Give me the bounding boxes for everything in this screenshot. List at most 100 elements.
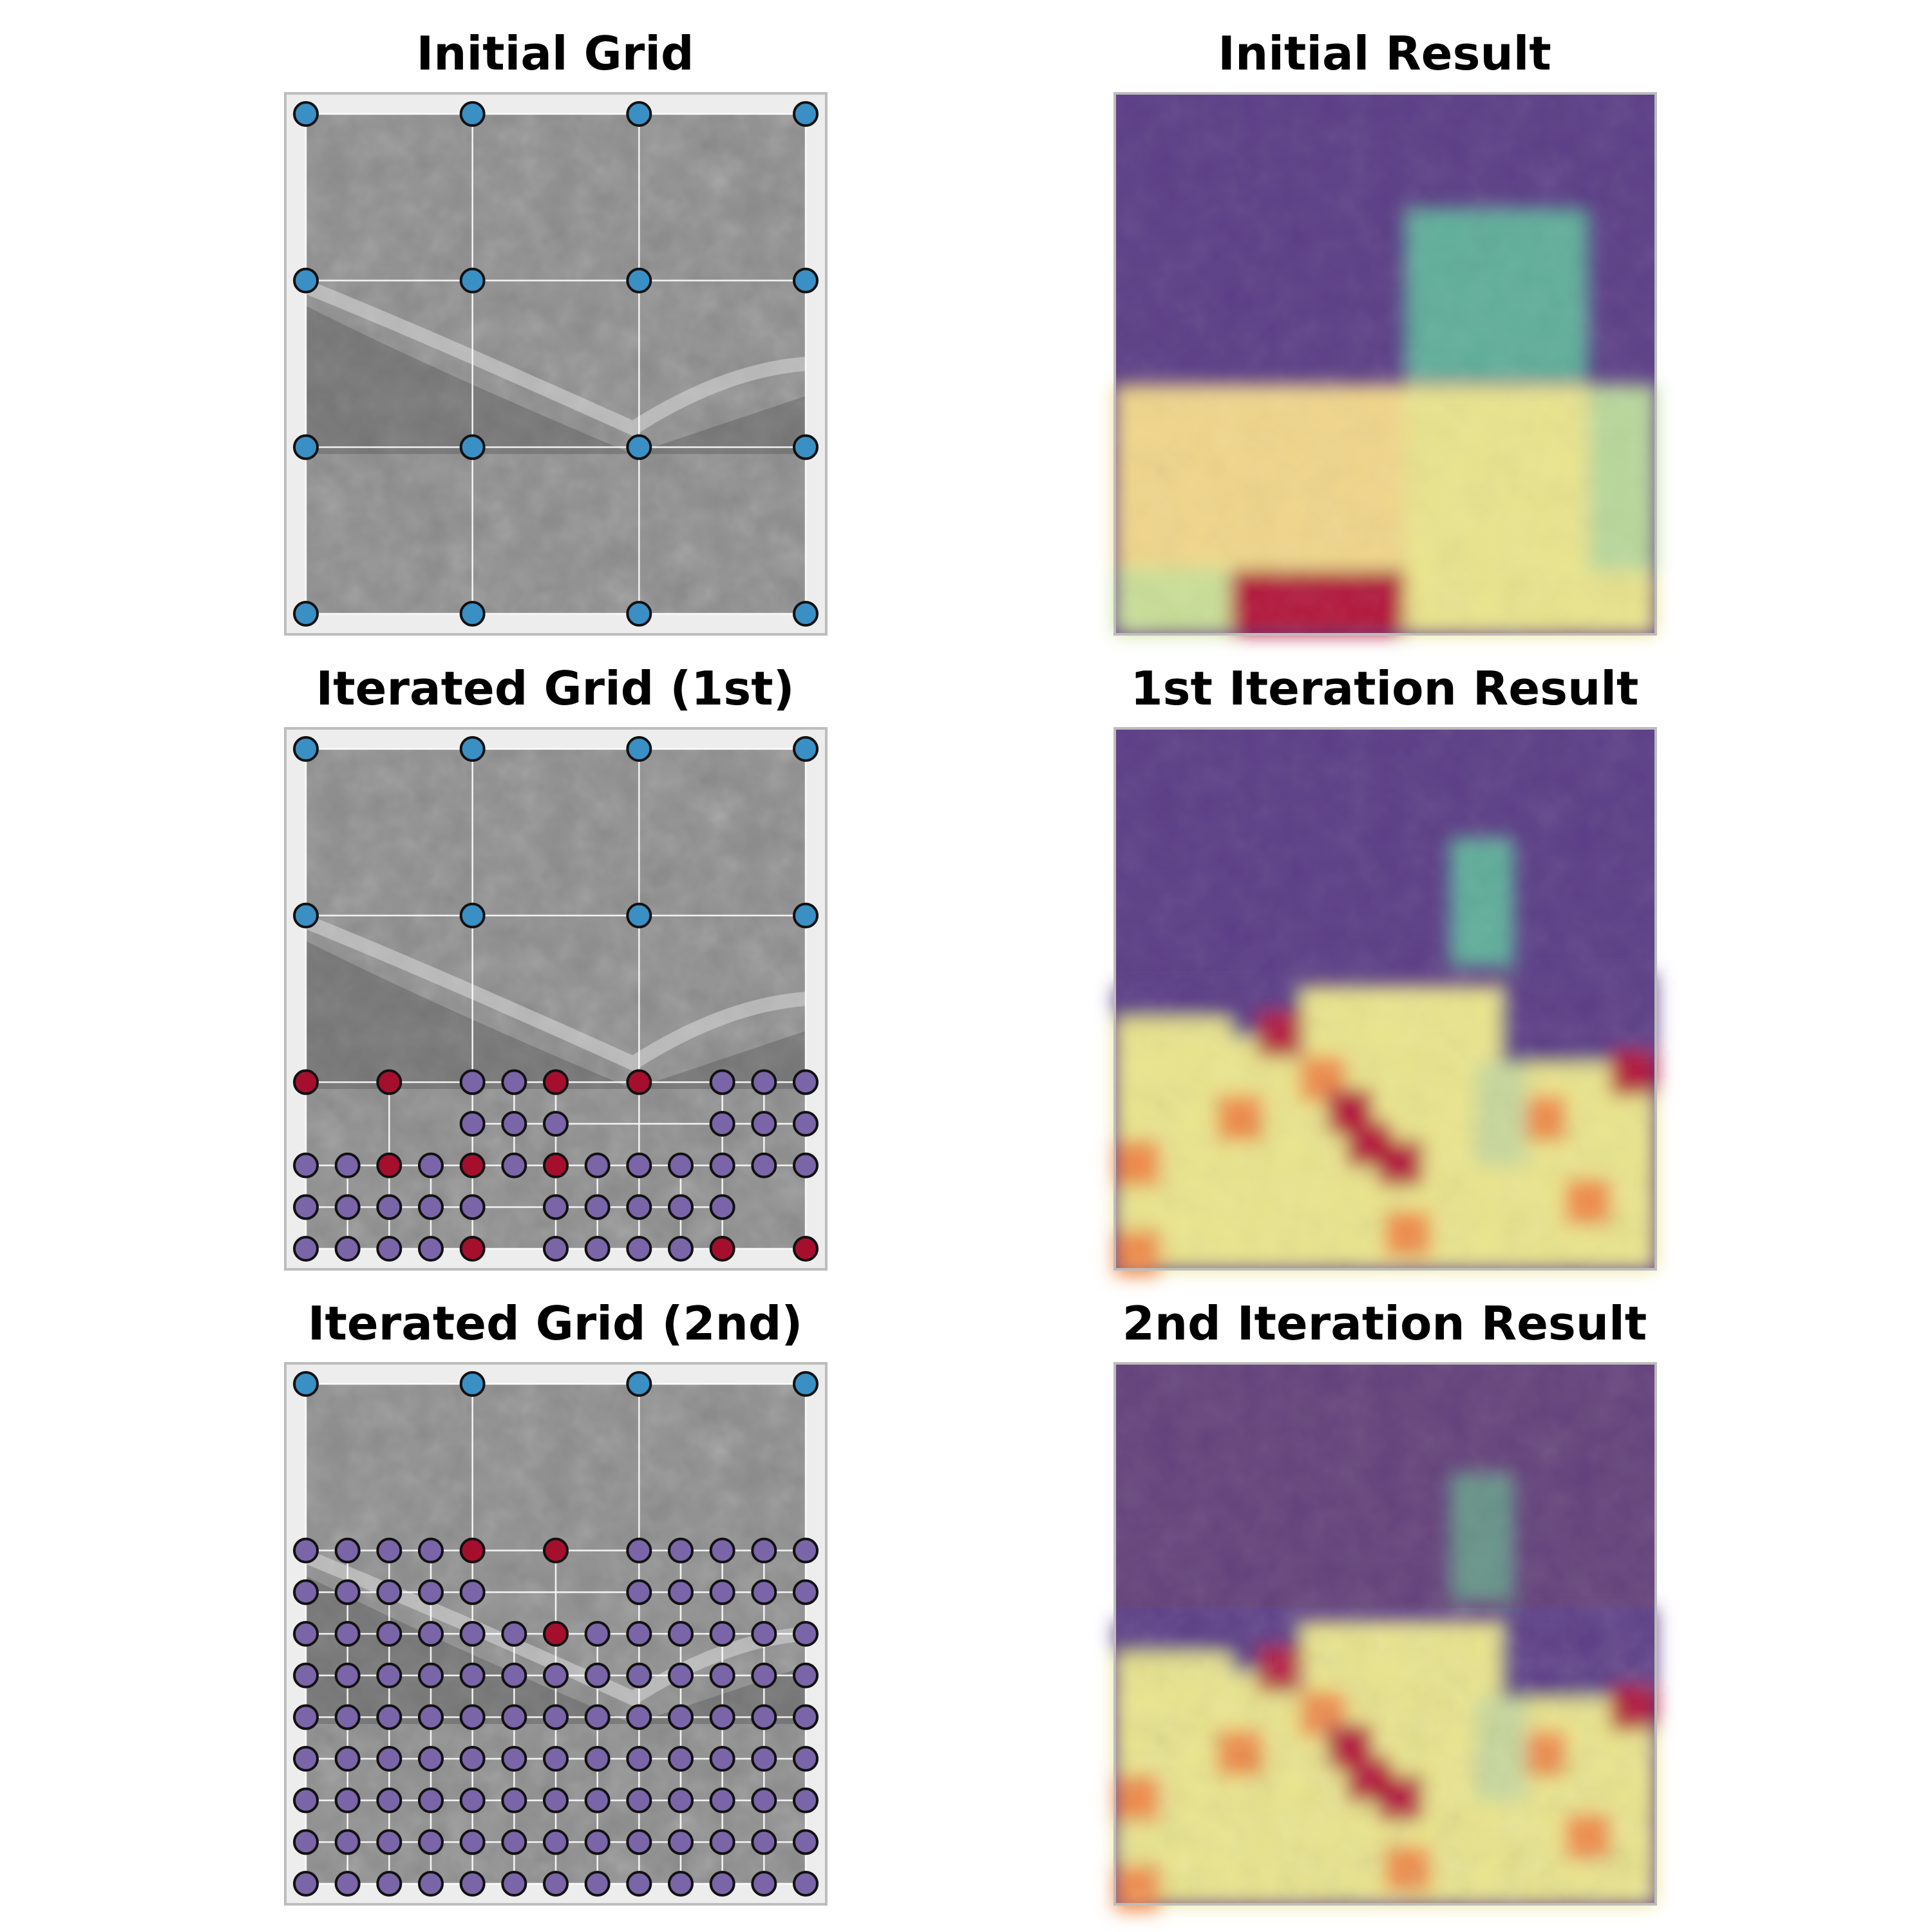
refined-point	[544, 1112, 567, 1135]
refined-point	[336, 1830, 359, 1853]
refined-point	[794, 1705, 817, 1728]
flagged-point	[544, 1622, 567, 1645]
coarse-point	[461, 904, 484, 927]
refined-point	[377, 1622, 401, 1645]
refined-point	[377, 1705, 401, 1728]
refined-point	[294, 1830, 317, 1853]
refined-point	[752, 1747, 775, 1770]
refined-point	[336, 1789, 359, 1812]
refined-point	[711, 1830, 734, 1853]
refined-point	[544, 1705, 567, 1728]
refined-point	[461, 1747, 484, 1770]
refined-point	[544, 1664, 567, 1687]
refined-point	[627, 1237, 650, 1260]
coarse-point	[627, 737, 650, 761]
refined-point	[711, 1705, 734, 1728]
refined-point	[711, 1154, 734, 1177]
refined-point	[502, 1154, 526, 1177]
refined-point	[669, 1237, 692, 1260]
surface-overlay	[1115, 728, 1656, 1269]
coarse-point	[794, 602, 817, 625]
flagged-point	[294, 1070, 317, 1094]
refined-point	[794, 1070, 817, 1094]
coarse-point	[627, 904, 650, 927]
grid-canvas	[285, 93, 826, 634]
refined-point	[752, 1539, 775, 1562]
refined-point	[669, 1580, 692, 1604]
refined-point	[586, 1195, 609, 1218]
refined-point	[669, 1664, 692, 1687]
refined-point	[627, 1705, 650, 1728]
panel-title: 1st Iteration Result	[1131, 661, 1639, 715]
flagged-point	[544, 1154, 567, 1177]
coarse-point	[461, 435, 484, 459]
coarse-point	[627, 102, 650, 126]
refined-point	[336, 1705, 359, 1728]
refined-point	[711, 1112, 734, 1135]
refined-point	[794, 1830, 817, 1853]
refined-point	[794, 1539, 817, 1562]
refined-point	[669, 1195, 692, 1218]
refined-point	[419, 1789, 442, 1812]
refined-point	[752, 1872, 775, 1895]
flagged-point	[461, 1154, 484, 1177]
refined-point	[336, 1195, 359, 1218]
panel-title: 2nd Iteration Result	[1122, 1296, 1647, 1350]
refined-point	[419, 1195, 442, 1218]
refined-point	[752, 1622, 775, 1645]
refined-point	[461, 1789, 484, 1812]
refined-point	[586, 1747, 609, 1770]
refined-point	[586, 1664, 609, 1687]
refined-point	[544, 1195, 567, 1218]
refined-point	[461, 1580, 484, 1604]
refined-point	[627, 1872, 650, 1895]
refined-point	[752, 1830, 775, 1853]
refined-point	[794, 1580, 817, 1604]
refined-point	[794, 1154, 817, 1177]
coarse-point	[294, 435, 317, 459]
flagged-point	[794, 1237, 817, 1260]
refined-point	[627, 1747, 650, 1770]
refined-point	[586, 1789, 609, 1812]
flagged-point	[544, 1070, 567, 1094]
coarse-point	[627, 602, 650, 625]
refined-point	[294, 1789, 317, 1812]
coarse-point	[294, 602, 317, 625]
coarse-point	[461, 269, 484, 292]
refined-point	[461, 1872, 484, 1895]
refined-point	[294, 1539, 317, 1562]
refined-point	[669, 1539, 692, 1562]
refined-point	[711, 1539, 734, 1562]
coarse-point	[294, 904, 317, 927]
refined-point	[794, 1789, 817, 1812]
refined-point	[419, 1830, 442, 1853]
refined-point	[419, 1872, 442, 1895]
refined-point	[794, 1622, 817, 1645]
refined-point	[419, 1237, 442, 1260]
heatmap-canvas	[1115, 728, 1656, 1276]
coarse-point	[794, 435, 817, 459]
refined-point	[502, 1112, 526, 1135]
coarse-point	[794, 269, 817, 292]
refined-point	[669, 1872, 692, 1895]
coarse-point	[461, 602, 484, 625]
refined-point	[294, 1154, 317, 1177]
refined-point	[627, 1154, 650, 1177]
refined-point	[502, 1622, 526, 1645]
coarse-point	[294, 269, 317, 292]
refined-point	[794, 1664, 817, 1687]
coarse-point	[627, 269, 650, 292]
refined-point	[711, 1789, 734, 1812]
flagged-point	[461, 1237, 484, 1260]
refined-point	[336, 1664, 359, 1687]
refined-point	[419, 1664, 442, 1687]
refined-point	[752, 1580, 775, 1604]
refined-point	[377, 1539, 401, 1562]
refined-point	[669, 1622, 692, 1645]
refined-point	[544, 1872, 567, 1895]
refined-point	[502, 1872, 526, 1895]
refined-point	[377, 1789, 401, 1812]
panel-1st-iteration-result: 1st Iteration Result	[1115, 661, 1656, 1276]
refined-point	[419, 1154, 442, 1177]
refined-point	[294, 1872, 317, 1895]
